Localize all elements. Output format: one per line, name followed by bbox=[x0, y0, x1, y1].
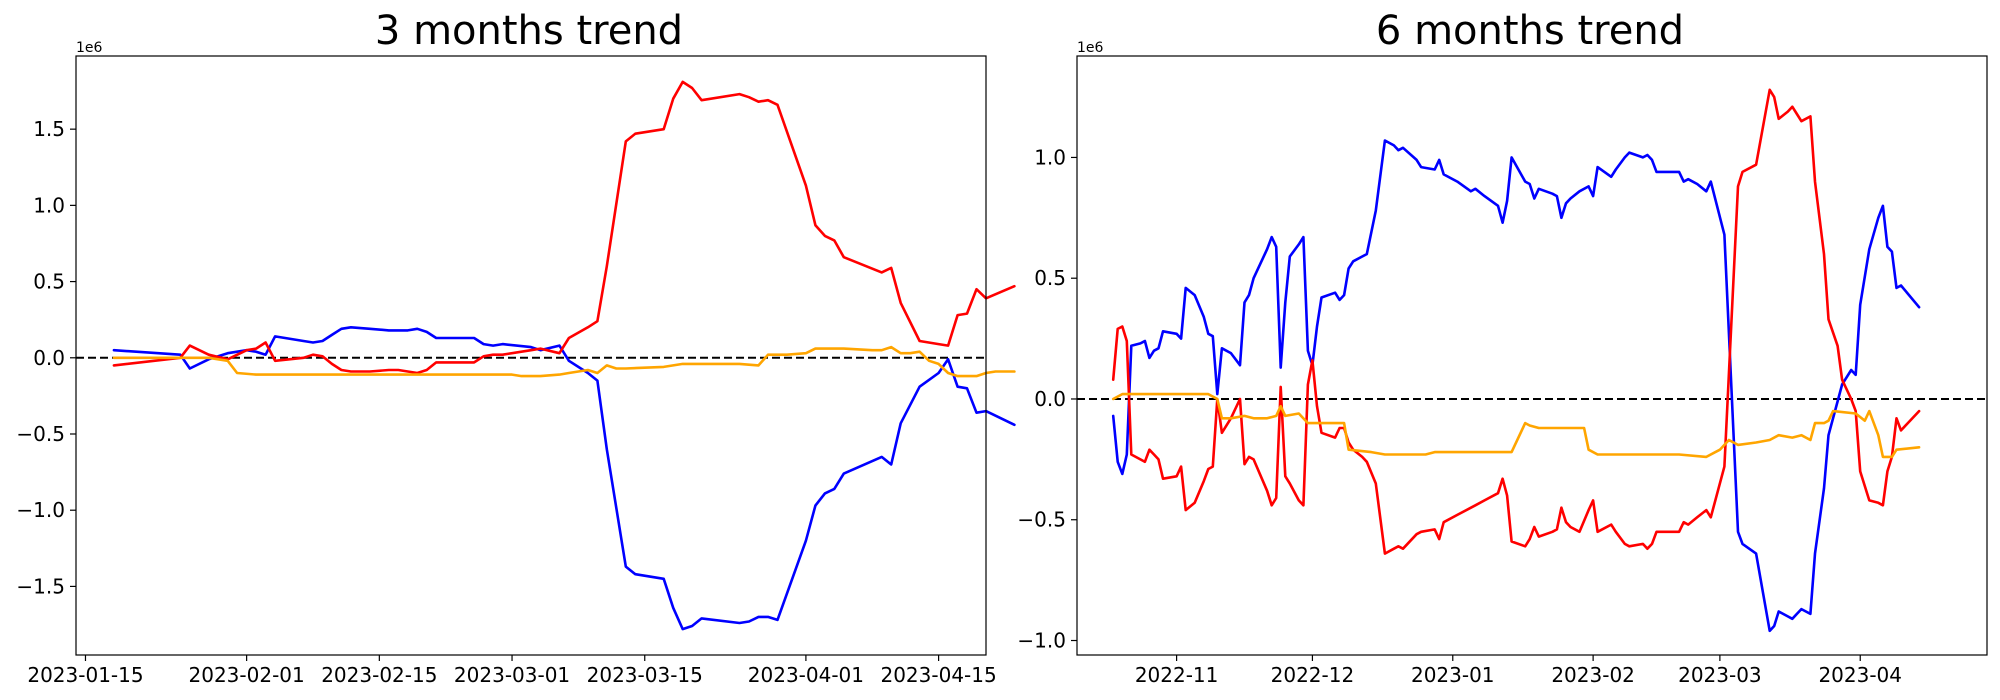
series-line-3 bbox=[1111, 392, 1921, 459]
x-tick-label: 2023-01 bbox=[1411, 663, 1495, 687]
y-tick-label: 0.0 bbox=[1034, 387, 1066, 411]
y-tick-label: 1.0 bbox=[33, 193, 65, 217]
x-tick-label: 2023-03 bbox=[1678, 663, 1762, 687]
x-tick-label: 2022-12 bbox=[1271, 663, 1355, 687]
y-tick-label: 1.0 bbox=[1034, 145, 1066, 169]
x-tick-label: 2023-02-15 bbox=[321, 663, 437, 687]
series-line-2 bbox=[112, 80, 1016, 375]
y-tick-label: 1.5 bbox=[33, 117, 65, 141]
axis-ticks: 1.0 0.5 0.0 −0.5 −1.0 2022-11 2022-12 2023-01 20… bbox=[1017, 145, 1902, 687]
series-layer bbox=[112, 80, 1016, 631]
series-line-2 bbox=[1111, 88, 1921, 555]
x-tick-label: 2023-02-01 bbox=[189, 663, 305, 687]
series-line-3 bbox=[112, 345, 1016, 378]
x-tick-label: 2023-03-15 bbox=[587, 663, 703, 687]
y-tick-label: 0.0 bbox=[33, 346, 65, 370]
x-tick-label: 2023-04-15 bbox=[880, 663, 996, 687]
plot-frame bbox=[75, 55, 987, 656]
x-tick-label: 2023-04-01 bbox=[748, 663, 864, 687]
y-tick-label: −1.5 bbox=[16, 574, 65, 598]
y-tick-label: −0.5 bbox=[1017, 508, 1066, 532]
y-tick-label: −1.0 bbox=[1017, 629, 1066, 653]
chart-6-months: 6 months trend 1e6 1.0 0.5 0.0 −0.5 −1.0 2022… bbox=[1017, 8, 1988, 687]
chart-3-months: 3 months trend 1e6 1.5 1.0 0.5 0.0 −0.5 −1.0 −… bbox=[16, 8, 1016, 687]
y-tick-label: 0.5 bbox=[33, 270, 65, 294]
chart-title: 6 months trend bbox=[1376, 8, 1684, 54]
x-tick-label: 2023-04 bbox=[1818, 663, 1902, 687]
x-tick-label: 2023-03-01 bbox=[454, 663, 570, 687]
x-tick-label: 2023-02 bbox=[1551, 663, 1635, 687]
axis-ticks: 1.5 1.0 0.5 0.0 −0.5 −1.0 −1.5 2023-01-15 2023-0… bbox=[16, 117, 996, 687]
chart-title: 3 months trend bbox=[375, 8, 683, 54]
series-layer bbox=[1111, 88, 1921, 633]
series-line-1 bbox=[1111, 139, 1921, 633]
y-tick-label: −1.0 bbox=[16, 498, 65, 522]
x-tick-label: 2023-01-15 bbox=[27, 663, 143, 687]
y-tick-label: 0.5 bbox=[1034, 266, 1066, 290]
y-offset-label: 1e6 bbox=[76, 40, 103, 56]
series-line-1 bbox=[112, 325, 1016, 631]
plot-frame bbox=[1076, 55, 1988, 656]
y-offset-label: 1e6 bbox=[1077, 40, 1104, 56]
x-tick-label: 2022-11 bbox=[1135, 663, 1219, 687]
y-tick-label: −0.5 bbox=[16, 422, 65, 446]
